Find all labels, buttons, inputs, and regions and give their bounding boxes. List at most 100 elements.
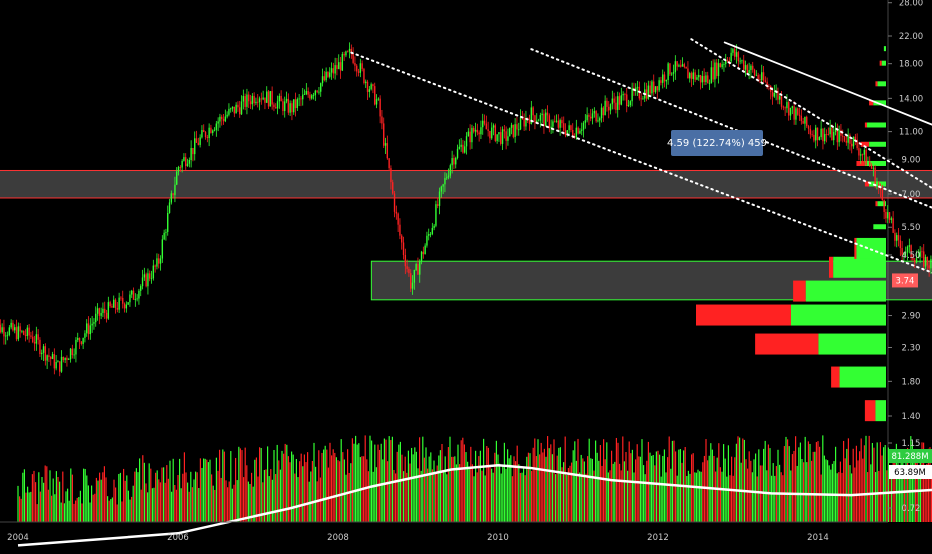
vp-buy-bar-6 (856, 237, 886, 259)
candle-body (62, 356, 65, 361)
candle-body (217, 121, 219, 124)
candle-body (586, 115, 588, 121)
candle-body (442, 184, 444, 187)
candle-body (617, 96, 619, 110)
candle-body (518, 129, 520, 131)
candle-body (104, 308, 106, 313)
candle-body (874, 167, 876, 187)
candle-body (514, 124, 516, 137)
candle-body (923, 251, 925, 267)
candle-body (168, 202, 171, 213)
candle-body (563, 123, 565, 131)
candle-body (600, 107, 603, 119)
candle-body (548, 115, 551, 128)
candle-body (608, 106, 610, 111)
candle-body (6, 334, 9, 336)
y-tick-label: 14.00 (899, 94, 923, 104)
vp-buy-bar-10 (864, 160, 886, 166)
vp-sell-bar-13 (869, 100, 874, 106)
candle-body (289, 103, 291, 113)
candle-body (293, 99, 295, 113)
candle-body (66, 357, 68, 360)
candle-body (338, 62, 340, 70)
candle-body (566, 130, 569, 136)
volume-badge-label-0: 81.288M (891, 452, 928, 462)
candle-body (159, 258, 162, 264)
vp-buy-bar-3 (791, 304, 886, 326)
candle-body (129, 294, 131, 303)
candle-body (888, 212, 891, 220)
candle-body (701, 76, 704, 83)
candle-body (87, 323, 90, 335)
vp-sell-bar-12 (864, 122, 867, 128)
candle-body (190, 147, 192, 161)
candle-body (393, 193, 396, 212)
candle-body (152, 265, 155, 279)
y-tick-label: 2.30 (902, 344, 921, 354)
candle-body (228, 108, 230, 115)
y-tick-label: 2.90 (902, 312, 921, 322)
candle-body (829, 127, 831, 135)
trendline-2 (530, 48, 932, 209)
vp-sell-bar-8 (875, 201, 878, 207)
candle-body (255, 101, 257, 104)
candle-body (419, 261, 421, 275)
candle-body (761, 72, 763, 81)
candle-body (82, 337, 84, 344)
vp-sell-bar-11 (860, 141, 870, 147)
candle-body (96, 308, 99, 314)
candle-body (570, 125, 572, 130)
candle-body (93, 322, 95, 324)
candle-body (861, 154, 864, 156)
candle-body (456, 148, 459, 158)
y-tick-label: 9.00 (902, 155, 921, 165)
candle-body (597, 120, 599, 122)
candle-body (624, 94, 626, 95)
candle-body (177, 167, 180, 172)
candle-body (28, 327, 30, 336)
candle-body (910, 245, 912, 258)
candle-body (147, 273, 149, 287)
candle-body (143, 274, 146, 278)
candle-body (1, 327, 3, 333)
candle-body (231, 106, 234, 109)
candle-body (599, 118, 601, 121)
candle-body (132, 290, 135, 300)
candle-body (309, 94, 311, 99)
candle-body (501, 129, 504, 144)
candle-body (667, 63, 669, 80)
candle-body (537, 120, 540, 122)
candle-body (606, 100, 608, 107)
candle-body (896, 235, 898, 241)
vp-buy-bar-14 (877, 81, 886, 87)
candle-body (793, 106, 795, 120)
candle-body (818, 137, 821, 141)
candle-body (5, 335, 7, 337)
candle-body (86, 323, 88, 334)
candle-body (590, 116, 592, 119)
candle-body (795, 108, 797, 120)
candle-body (786, 102, 788, 109)
candle-body (561, 120, 563, 124)
candle-body (919, 251, 921, 257)
vp-buy-bar-9 (869, 181, 886, 187)
candle-body (539, 115, 542, 121)
candle-body (154, 265, 156, 267)
candle-body (246, 94, 248, 107)
candle-body (352, 53, 354, 63)
candle-body (591, 113, 594, 119)
candle-body (100, 312, 102, 316)
candle-body (284, 101, 286, 112)
candle-body (375, 99, 378, 105)
candle-body (618, 96, 621, 105)
candle-body (867, 161, 869, 166)
candle-body (712, 67, 714, 80)
candle-body (928, 265, 930, 269)
candle-body (921, 251, 923, 253)
candle-body (717, 63, 720, 77)
candle-body (762, 72, 765, 81)
candle-body (136, 298, 138, 300)
candle-body (428, 234, 430, 236)
vp-buy-bar-2 (818, 333, 886, 355)
